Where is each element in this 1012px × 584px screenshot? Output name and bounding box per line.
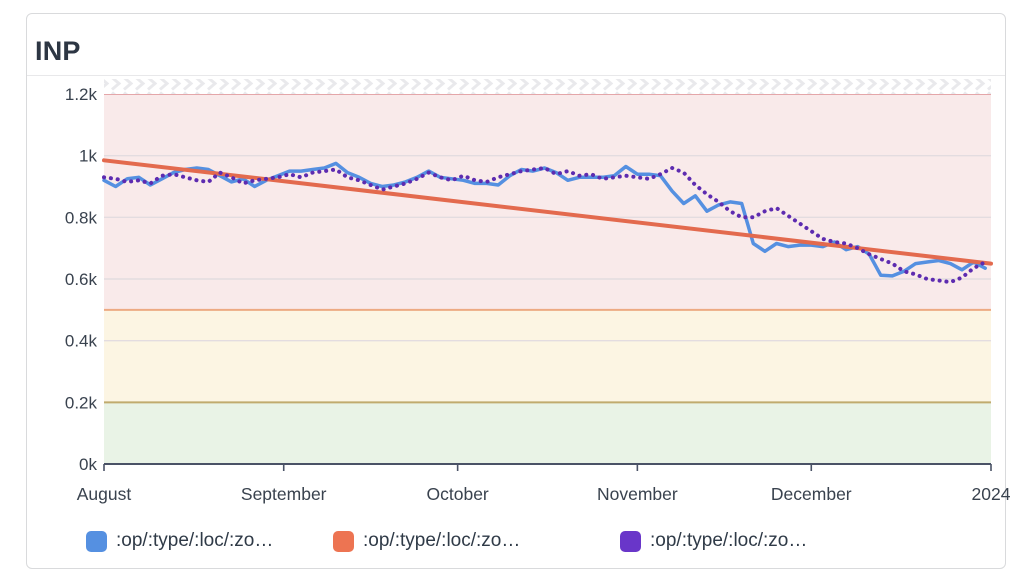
y-tick-label: 1.2k bbox=[65, 85, 98, 104]
x-tick-label: November bbox=[597, 484, 678, 504]
legend-label: :op/:type/:loc/:zo… bbox=[650, 530, 808, 551]
x-tick-label: December bbox=[771, 484, 852, 504]
y-tick-label: 0.2k bbox=[65, 393, 98, 412]
legend-swatch-blue-icon bbox=[86, 530, 107, 552]
y-tick-label: 0.6k bbox=[65, 270, 98, 289]
series-line-1 bbox=[102, 158, 993, 266]
series-line-2 bbox=[102, 166, 988, 285]
y-tick-label: 0.8k bbox=[65, 208, 98, 227]
threshold-band-0 bbox=[104, 402, 991, 464]
y-tick-label: 1k bbox=[79, 147, 97, 166]
x-tick-label: September bbox=[241, 484, 327, 504]
chart-legend: :op/:type/:loc/:zo… :op/:type/:loc/:zo… … bbox=[27, 526, 1005, 558]
inp-metric-card: INP August September October November Decemb… bbox=[26, 13, 1011, 569]
page-title: INP bbox=[35, 36, 81, 66]
legend-label: :op/:type/:loc/:zo… bbox=[363, 530, 521, 551]
threshold-band-1 bbox=[104, 309, 991, 403]
legend-item-series-1[interactable]: :op/:type/:loc/:zo… bbox=[86, 526, 273, 556]
y-tick-label: 0.4k bbox=[65, 332, 98, 351]
inp-chart[interactable]: August September October November December 20… bbox=[27, 76, 1012, 508]
threshold-band-2 bbox=[104, 94, 991, 310]
x-tick-label: August bbox=[77, 484, 132, 504]
legend-item-series-3[interactable]: :op/:type/:loc/:zo… bbox=[620, 526, 807, 556]
y-tick-label: 0k bbox=[79, 455, 97, 474]
legend-item-series-2[interactable]: :op/:type/:loc/:zo… bbox=[333, 526, 520, 556]
x-tick-label: 2024 bbox=[972, 484, 1011, 504]
legend-label: :op/:type/:loc/:zo… bbox=[116, 530, 274, 551]
card-header: INP bbox=[27, 14, 1005, 76]
overflow-hatch bbox=[104, 79, 991, 94]
x-tick-label: October bbox=[427, 484, 489, 504]
legend-swatch-purple-icon bbox=[620, 530, 641, 552]
legend-swatch-orange-icon bbox=[333, 530, 354, 552]
